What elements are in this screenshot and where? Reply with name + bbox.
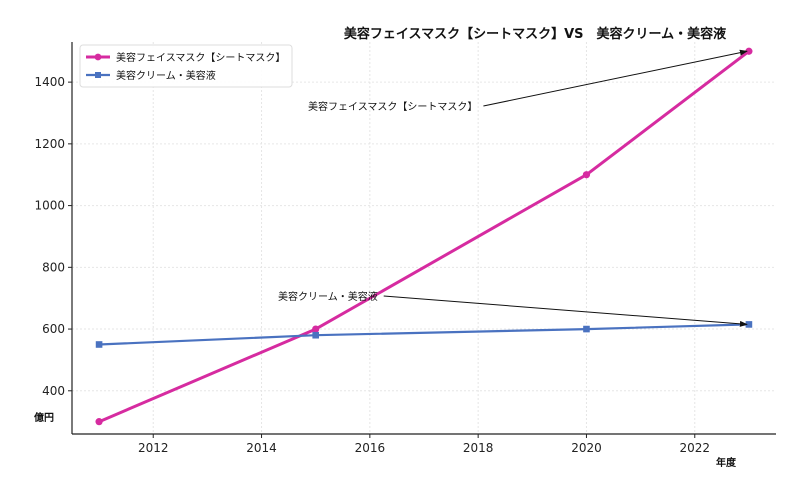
y-tick-label: 400	[42, 384, 65, 398]
legend-marker	[95, 72, 101, 78]
x-tick-label: 2018	[463, 441, 494, 455]
data-point	[582, 171, 591, 179]
series-layer	[95, 47, 753, 426]
y-tick-label: 600	[42, 322, 65, 336]
x-axis-label: 年度	[716, 456, 737, 469]
data-point	[95, 418, 103, 426]
x-tick-label: 2014	[246, 441, 277, 455]
x-tick-label: 2022	[679, 441, 710, 455]
annotations: 美容フェイスマスク【シートマスク】美容クリーム・美容液	[278, 49, 748, 327]
x-axis-ticks: 2012 2014 2016 2018 2020 2022	[138, 434, 710, 455]
data-point	[583, 325, 590, 333]
annotation-arrow	[483, 49, 748, 107]
x-tick-label: 2012	[138, 441, 169, 455]
x-tick-label: 2016	[355, 441, 386, 455]
series-line-2	[99, 323, 749, 346]
legend: 美容フェイスマスク【シートマスク】美容クリーム・美容液	[79, 44, 293, 88]
data-point	[312, 325, 320, 333]
legend-label: 美容クリーム・美容液	[116, 69, 216, 82]
annotation-label: 美容クリーム・美容液	[278, 290, 378, 303]
legend-box	[79, 44, 293, 88]
data-point	[312, 331, 319, 339]
legend-marker	[94, 53, 102, 61]
grid-lines	[72, 42, 776, 434]
y-tick-label: 1400	[34, 75, 65, 89]
axes	[71, 42, 776, 435]
annotation-label: 美容フェイスマスク【シートマスク】	[308, 100, 477, 113]
y-tick-label: 1000	[34, 199, 65, 213]
y-tick-label: 800	[42, 260, 65, 274]
data-point	[745, 321, 753, 328]
legend-label: 美容フェイスマスク【シートマスク】	[116, 51, 285, 64]
y-axis-label: 億円	[34, 411, 54, 424]
x-tick-label: 2020	[571, 441, 602, 455]
chart-title: 美容フェイスマスク【シートマスク】VS 美容クリーム・美容液	[344, 26, 726, 42]
y-axis-ticks: 400 600 800 1000 1200 1400	[34, 75, 72, 398]
annotation-arrow	[383, 295, 748, 327]
series-line-1	[98, 50, 750, 424]
y-tick-label: 1200	[34, 137, 65, 151]
data-point	[95, 341, 103, 348]
